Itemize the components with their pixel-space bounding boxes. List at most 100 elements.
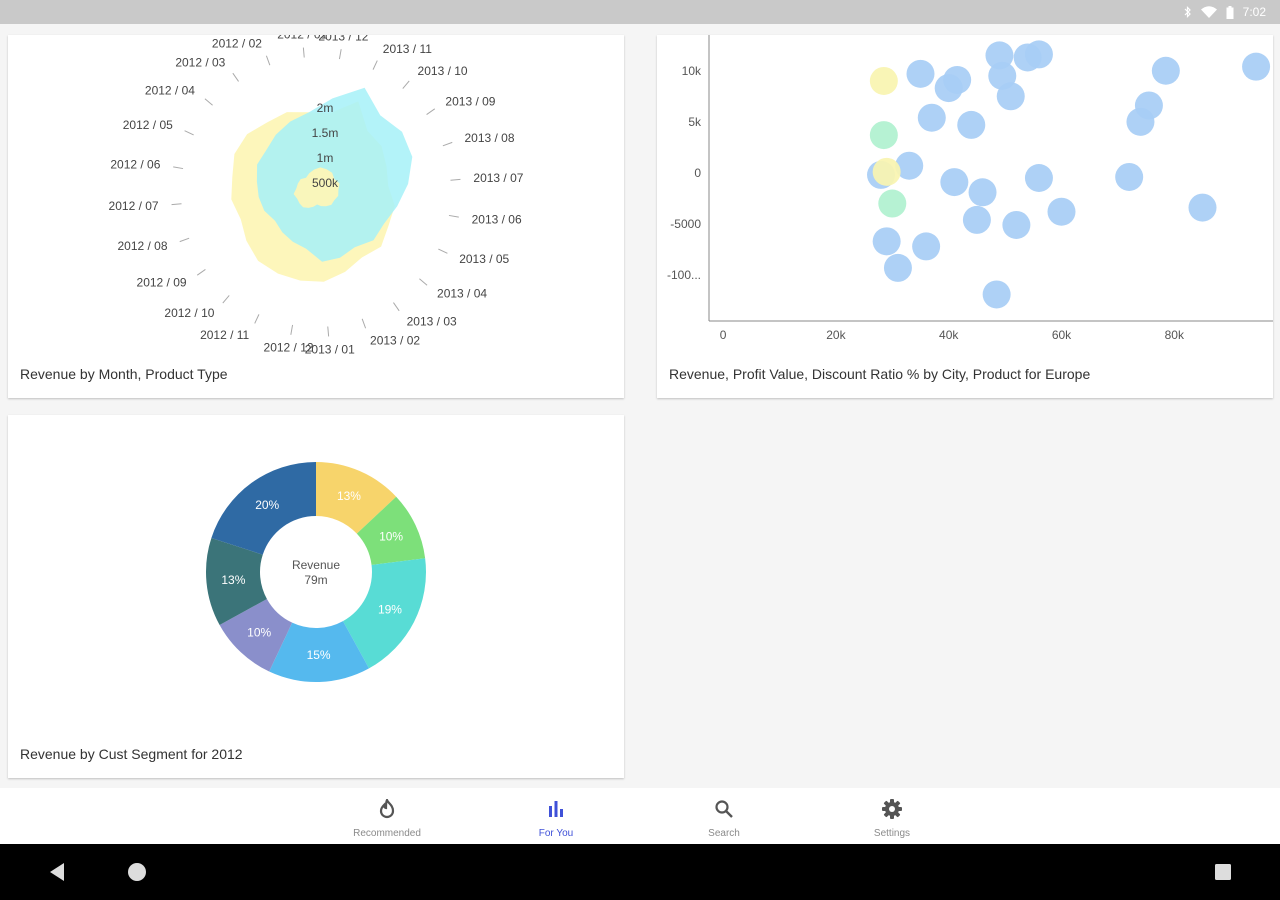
donut-slice [342, 558, 426, 669]
radar-axis-tick [173, 166, 184, 170]
bubble-chart-card[interactable]: 0 20k 40k 60k 80k 10k 5k 0 -5000 -100... Revenue,… [657, 35, 1273, 398]
bluetooth-icon [1184, 6, 1192, 18]
radar-category-label: 2013 / 04 [437, 287, 487, 301]
radar-chart-card[interactable]: 2013 / 12 2013 / 11 2013 / 10 2013 / 09 2013… [8, 35, 624, 398]
bubble-point [1115, 162, 1144, 191]
nav-label-search: Search [708, 828, 740, 839]
donut-slice-label: 19% [378, 603, 402, 617]
nav-for-you[interactable]: For You [496, 788, 616, 844]
radar-card-title: Revenue by Month, Product Type [20, 366, 228, 382]
y-tick-label: 0 [694, 166, 701, 180]
radar-axis-tick [419, 278, 428, 286]
bubble-card-title: Revenue, Profit Value, Discount Ratio % … [669, 366, 1091, 382]
y-tick-label: 10k [682, 64, 702, 78]
bubble-point [906, 59, 935, 88]
radar-category-label: 2012 / 05 [123, 118, 173, 132]
radar-category-label: 2012 / 04 [145, 83, 195, 97]
radar-axis-tick [372, 60, 378, 70]
radar-axis-tick [448, 214, 459, 218]
bubble-point [1242, 52, 1271, 81]
bubble-point [1024, 164, 1053, 192]
bubble-point [1151, 56, 1180, 85]
recents-button[interactable] [1206, 844, 1240, 900]
x-tick-label: 80k [1165, 328, 1185, 342]
bubble-point [895, 151, 924, 180]
radar-axis-tick [184, 130, 194, 136]
bubble-point [883, 253, 912, 282]
nav-settings[interactable]: Settings [832, 788, 952, 844]
back-icon [50, 863, 64, 881]
radar-axis-tick [361, 318, 367, 329]
bubble-point [1126, 107, 1155, 136]
donut-center-label: Revenue [292, 558, 340, 572]
nav-recommended[interactable]: Recommended [327, 788, 447, 844]
search-icon [714, 796, 734, 822]
bubble-point [912, 232, 941, 261]
bubble-point [869, 121, 898, 150]
y-tick-label: -100... [667, 268, 701, 282]
nav-search[interactable]: Search [664, 788, 784, 844]
radar-axis-tick [302, 47, 305, 58]
home-button[interactable] [120, 844, 154, 900]
radar-category-label: 2013 / 06 [472, 212, 522, 226]
battery-icon [1226, 5, 1234, 19]
radar-category-label: 2013 / 05 [459, 252, 509, 266]
bubble-point [985, 41, 1014, 70]
donut-card-title: Revenue by Cust Segment for 2012 [20, 746, 243, 762]
bubble-point [996, 82, 1025, 111]
radar-category-label: 2013 / 11 [383, 42, 432, 56]
donut-slice-label: 10% [379, 530, 403, 544]
status-bar: 7:02 [0, 0, 1280, 24]
radar-category-label: 2012 / 02 [212, 37, 262, 51]
radar-axis-tick [393, 302, 400, 312]
recents-icon [1215, 864, 1231, 880]
donut-slice [269, 621, 369, 682]
radar-axis-tick [338, 49, 342, 60]
nav-label-settings: Settings [873, 828, 911, 839]
gear-icon [881, 796, 903, 822]
radar-axis-tick [232, 72, 239, 82]
status-time: 7:02 [1242, 5, 1266, 19]
wifi-icon [1200, 6, 1217, 18]
donut-slice [206, 538, 267, 625]
radar-category-label: 2012 / 11 [200, 328, 249, 342]
x-tick-label: 0 [720, 328, 727, 342]
radar-category-label: 2013 / 07 [473, 171, 523, 185]
y-tick-label: -5000 [670, 217, 701, 231]
radar-category-label: 2012 / 10 [164, 306, 214, 320]
bubble-point [1047, 197, 1076, 226]
donut-slice [356, 496, 426, 565]
radar-category-label: 2013 / 09 [445, 94, 495, 108]
bubble-point [869, 66, 898, 95]
radar-axis-tick [254, 314, 260, 324]
radar-category-label: 2012 / 06 [110, 158, 160, 172]
bubble-point [934, 74, 963, 103]
bubble-point [872, 227, 901, 256]
donut-slice [211, 462, 316, 555]
radar-radial-tick-label: 2m [317, 101, 334, 115]
radar-category-label: 2013 / 08 [464, 131, 514, 145]
nav-label-recommended: Recommended [353, 828, 421, 839]
y-tick-label: 5k [688, 115, 702, 129]
bubble-point [1024, 40, 1053, 69]
bubble-point [968, 178, 997, 207]
back-button[interactable] [40, 844, 74, 900]
radar-category-label: 2012 / 09 [137, 276, 187, 290]
bar-chart-icon [547, 796, 565, 822]
radar-category-label: 2013 / 03 [407, 314, 457, 328]
radar-axis-tick [196, 269, 206, 276]
donut-slice-label: 13% [221, 573, 245, 587]
radar-axis-tick [179, 237, 190, 243]
bubble-point [872, 157, 901, 186]
home-icon [128, 863, 146, 881]
radar-category-label: 2012 / 12 [264, 341, 314, 355]
donut-chart-card[interactable]: 13% 10% 19% 15% 10% 13% 20% Revenue 79m Revenue … [8, 415, 624, 778]
radar-series-area [293, 167, 340, 208]
radar-axis-tick [290, 324, 294, 335]
donut-slice [316, 462, 397, 534]
bubble-point [1002, 210, 1031, 239]
radar-axis-tick [265, 55, 271, 66]
donut-slice-label: 20% [255, 498, 279, 512]
bubble-point [878, 189, 907, 218]
